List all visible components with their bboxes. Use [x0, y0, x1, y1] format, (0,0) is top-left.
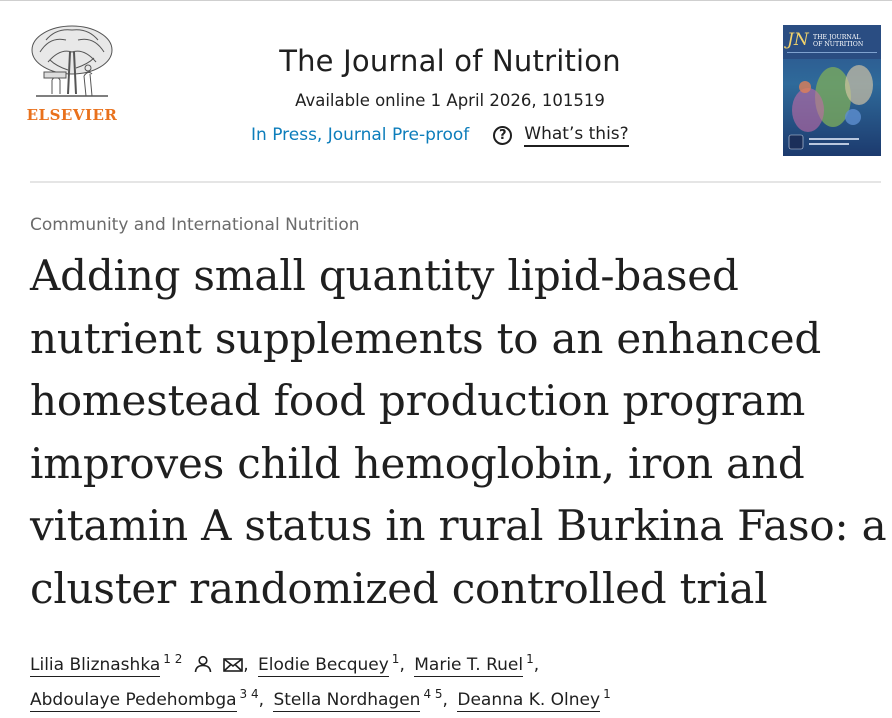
affiliation-marker[interactable]: 3 4	[239, 687, 259, 702]
svg-text:OF NUTRITION: OF NUTRITION	[813, 41, 864, 48]
author-item: Stella Nordhagen 4 5,	[273, 687, 457, 712]
svg-text:JN: JN	[784, 30, 810, 50]
author-separator: ,	[533, 655, 540, 675]
elsevier-logo[interactable]: ELSEVIER	[26, 22, 118, 124]
author-separator: ,	[258, 690, 265, 710]
status-row: In Press, Journal Pre-proof ? What’s thi…	[251, 122, 629, 148]
author-item: Deanna K. Olney 1	[457, 687, 614, 712]
author-link[interactable]: Deanna K. Olney	[457, 690, 601, 712]
author-list: Lilia Bliznashka 1 2 , Elodie Becquey 1, M…	[30, 648, 890, 718]
author-item: Abdoulaye Pedehombga 3 4,	[30, 687, 273, 712]
whats-this-button[interactable]: ? What’s this?	[493, 124, 629, 147]
article-title: Adding small quantity lipid-based nutrie…	[30, 251, 887, 613]
author-item: Elodie Becquey 1,	[258, 652, 414, 677]
top-rule	[0, 0, 892, 1]
affiliation-marker[interactable]: 1	[526, 652, 534, 667]
author-separator: ,	[399, 655, 405, 675]
question-circle-icon: ?	[493, 125, 513, 145]
affiliation-marker[interactable]: 1	[391, 652, 400, 667]
author-link[interactable]: Stella Nordhagen	[273, 690, 421, 712]
in-press-link[interactable]: In Press, Journal Pre-proof	[251, 125, 470, 145]
author-link[interactable]: Elodie Becquey	[258, 655, 389, 677]
affiliation-marker[interactable]: 1	[603, 687, 611, 702]
journal-title[interactable]: The Journal of Nutrition	[279, 44, 621, 78]
person-icon[interactable]	[194, 655, 212, 673]
header-divider	[30, 181, 881, 183]
affiliation-marker[interactable]: 1 2	[163, 652, 183, 667]
author-separator: ,	[442, 690, 448, 710]
whats-this-label: What’s this?	[524, 124, 629, 147]
author-separator: ,	[243, 655, 249, 675]
affiliation-marker[interactable]: 4 5	[423, 687, 443, 702]
journal-cover-image[interactable]: JN THE JOURNAL OF NUTRITION	[783, 25, 881, 156]
article-section-label[interactable]: Community and International Nutrition	[30, 215, 360, 235]
elsevier-wordmark: ELSEVIER	[26, 106, 118, 124]
author-item: Marie T. Ruel 1,	[414, 652, 543, 677]
svg-text:THE JOURNAL: THE JOURNAL	[813, 34, 860, 41]
author-link[interactable]: Marie T. Ruel	[414, 655, 524, 677]
author-link[interactable]: Abdoulaye Pedehombga	[30, 690, 237, 712]
envelope-icon[interactable]	[223, 657, 243, 673]
elsevier-tree-icon	[31, 25, 113, 97]
available-online-date: Available online 1 April 2026, 101519	[295, 91, 605, 110]
author-item: Lilia Bliznashka 1 2 ,	[30, 652, 258, 677]
author-link[interactable]: Lilia Bliznashka	[30, 655, 161, 677]
